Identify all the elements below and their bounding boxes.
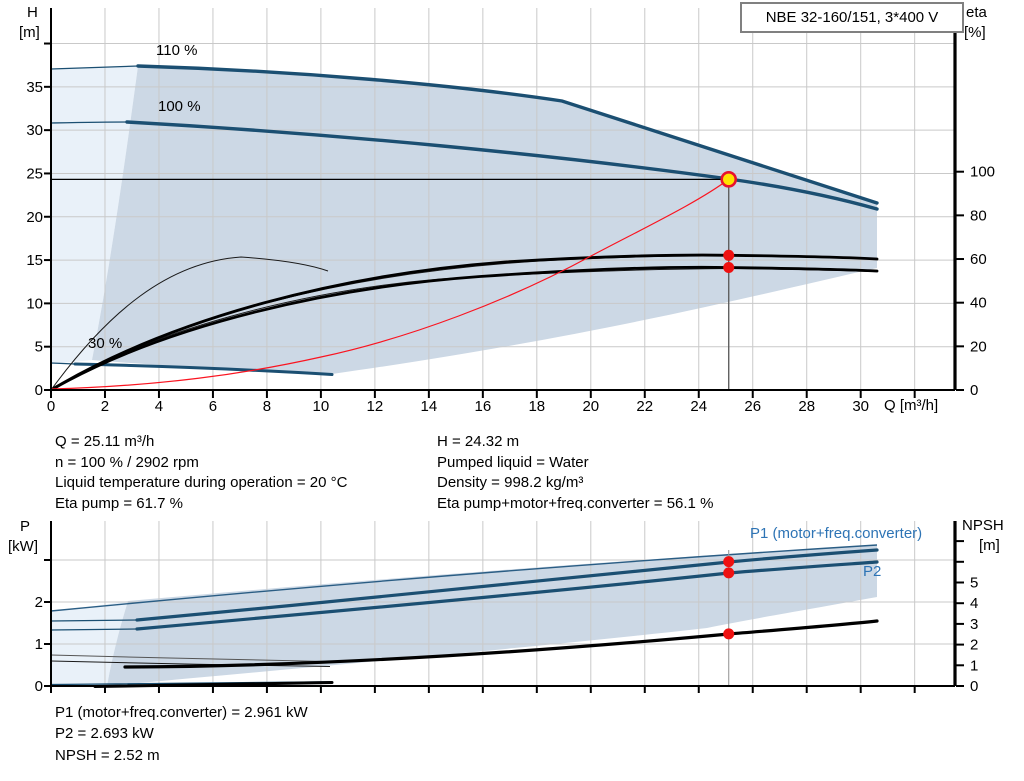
npsh-axis-label: NPSH xyxy=(962,517,1004,535)
p-axis-unit-label: [kW] xyxy=(8,538,38,556)
svg-text:100: 100 xyxy=(970,164,995,181)
svg-text:30: 30 xyxy=(26,122,43,139)
svg-text:26: 26 xyxy=(744,398,761,415)
info-q: Q = 25.11 m³/h xyxy=(55,432,347,453)
svg-text:6: 6 xyxy=(209,398,217,415)
p-axis-label: P xyxy=(20,518,30,536)
eta-duty-dot-1 xyxy=(723,262,734,273)
info-eta-pump: Eta pump = 61.7 % xyxy=(55,494,347,515)
svg-text:2: 2 xyxy=(35,594,43,611)
p1-duty-dot xyxy=(723,556,734,567)
eta-duty-dot-0 xyxy=(723,250,734,261)
info-p2: P2 = 2.693 kW xyxy=(55,723,308,744)
operating-point[interactable] xyxy=(722,172,736,186)
pump-title-box: NBE 32-160/151, 3*400 V xyxy=(740,2,964,33)
npsh-axis-unit-label: [m] xyxy=(979,537,1000,555)
p1-curve-label: P1 (motor+freq.converter) xyxy=(750,525,922,543)
svg-text:5: 5 xyxy=(970,575,978,592)
h-axis-label: H xyxy=(27,4,38,22)
speed-label-110: 110 % xyxy=(156,42,197,60)
info-npsh: NPSH = 2.52 m xyxy=(55,745,308,766)
svg-text:12: 12 xyxy=(367,398,384,415)
svg-text:0: 0 xyxy=(47,398,55,415)
svg-text:0: 0 xyxy=(35,382,43,399)
info-liquid: Pumped liquid = Water xyxy=(437,453,713,474)
eta-axis-unit-label: [%] xyxy=(964,24,986,42)
svg-text:15: 15 xyxy=(26,252,43,269)
svg-text:20: 20 xyxy=(582,398,599,415)
eta-axis-label: eta xyxy=(966,4,987,22)
svg-text:1: 1 xyxy=(970,657,978,674)
svg-text:4: 4 xyxy=(970,595,978,612)
pump-curve-panel: 0246810121416182022242628300510152025303… xyxy=(0,0,1024,781)
svg-text:35: 35 xyxy=(26,79,43,96)
svg-text:30: 30 xyxy=(852,398,869,415)
p2-duty-dot xyxy=(723,567,734,578)
pump-title: NBE 32-160/151, 3*400 V xyxy=(766,9,939,26)
svg-text:40: 40 xyxy=(970,295,987,312)
svg-text:80: 80 xyxy=(970,207,987,224)
svg-text:0: 0 xyxy=(970,678,978,695)
svg-text:0: 0 xyxy=(35,678,43,695)
svg-text:16: 16 xyxy=(474,398,491,415)
svg-text:10: 10 xyxy=(26,295,43,312)
duty-info-right: H = 24.32 m Pumped liquid = Water Densit… xyxy=(437,432,713,515)
q-axis-label: Q [m³/h] xyxy=(884,397,938,415)
power-info-block: P1 (motor+freq.converter) = 2.961 kW P2 … xyxy=(55,702,308,766)
svg-text:2: 2 xyxy=(970,637,978,654)
p2-curve-label: P2 xyxy=(863,563,881,581)
svg-text:3: 3 xyxy=(970,616,978,633)
speed-label-30: 30 % xyxy=(88,335,122,353)
info-density: Density = 998.2 kg/m³ xyxy=(437,473,713,494)
svg-text:2: 2 xyxy=(101,398,109,415)
svg-text:14: 14 xyxy=(421,398,438,415)
svg-text:60: 60 xyxy=(970,251,987,268)
info-temp: Liquid temperature during operation = 20… xyxy=(55,473,347,494)
svg-text:20: 20 xyxy=(970,338,987,355)
svg-text:1: 1 xyxy=(35,636,43,653)
svg-text:20: 20 xyxy=(26,209,43,226)
svg-text:0: 0 xyxy=(970,382,978,399)
info-p1: P1 (motor+freq.converter) = 2.961 kW xyxy=(55,702,308,723)
svg-text:25: 25 xyxy=(26,165,43,182)
svg-text:24: 24 xyxy=(690,398,707,415)
svg-text:5: 5 xyxy=(35,339,43,356)
info-eta-total: Eta pump+motor+freq.converter = 56.1 % xyxy=(437,494,713,515)
svg-text:8: 8 xyxy=(263,398,271,415)
top-envelope-dark-region xyxy=(92,66,877,374)
svg-text:4: 4 xyxy=(155,398,163,415)
h-axis-unit-label: [m] xyxy=(19,24,40,42)
svg-text:28: 28 xyxy=(798,398,815,415)
pump-curves-chart: 0246810121416182022242628300510152025303… xyxy=(0,0,1024,781)
info-n: n = 100 % / 2902 rpm xyxy=(55,453,347,474)
duty-info-left: Q = 25.11 m³/h n = 100 % / 2902 rpm Liqu… xyxy=(55,432,347,515)
npsh-duty-dot xyxy=(723,628,734,639)
speed-label-100: 100 % xyxy=(158,98,201,116)
svg-text:18: 18 xyxy=(528,398,545,415)
info-h: H = 24.32 m xyxy=(437,432,713,453)
svg-text:22: 22 xyxy=(636,398,653,415)
svg-text:10: 10 xyxy=(313,398,330,415)
